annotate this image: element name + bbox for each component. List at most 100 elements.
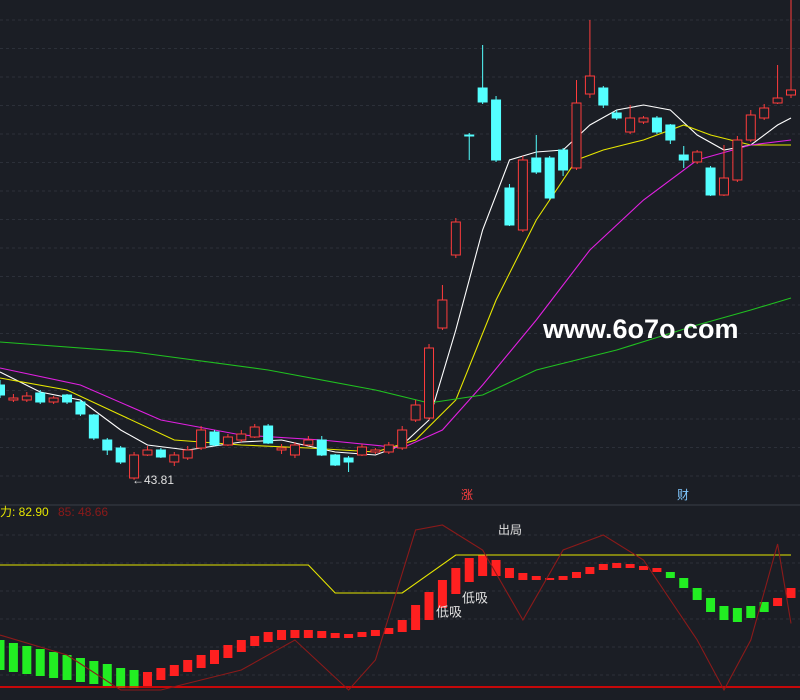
ribbon-bar — [504, 568, 514, 578]
candle-body — [772, 97, 783, 104]
event-marker: 涨 — [461, 487, 473, 502]
ribbon-bar — [8, 643, 18, 672]
ribbon-bar — [625, 564, 635, 568]
ribbon-bar — [183, 660, 193, 672]
candle-body — [343, 457, 354, 463]
indicator-panel — [0, 524, 800, 692]
ribbon-bar — [585, 567, 595, 574]
candle-body — [558, 149, 569, 171]
ribbon-bar — [223, 645, 233, 658]
candle-body — [249, 426, 260, 438]
candle-body — [571, 102, 582, 169]
event-marker: 财 — [677, 488, 689, 502]
candle-body — [303, 439, 314, 446]
ribbon-bar — [679, 578, 689, 588]
ribbon-bar — [277, 630, 287, 640]
candle-body — [732, 139, 743, 181]
ribbon-bar — [142, 672, 152, 686]
ribbon-bar — [22, 646, 32, 674]
ribbon-bar — [571, 572, 581, 578]
ribbon-bar — [706, 598, 716, 612]
candle-body — [48, 397, 59, 403]
ribbon-bar — [491, 560, 501, 576]
price-panel — [0, 0, 796, 480]
ribbon-bar — [196, 655, 206, 668]
ribbon-bar — [169, 665, 179, 676]
candle-body — [383, 444, 394, 453]
candle-body — [169, 454, 180, 463]
ribbon-bar — [612, 563, 622, 568]
candle-body — [517, 159, 528, 231]
signal-label: 低吸 — [436, 604, 462, 619]
ribbon-bar — [49, 652, 59, 678]
indicator-value: 85: 48.66 — [58, 505, 108, 519]
candle-body — [651, 117, 662, 133]
candle-body — [370, 449, 381, 453]
ribbon-bar — [102, 664, 112, 686]
ribbon-bar — [759, 602, 769, 612]
candle-body — [531, 157, 542, 173]
candle-body — [155, 449, 166, 458]
candle-body — [62, 394, 73, 403]
ribbon-bar — [464, 558, 474, 582]
candle-body — [504, 187, 515, 226]
candle-body — [263, 425, 274, 444]
candle-body — [115, 447, 126, 463]
ribbon-bar — [598, 564, 608, 570]
ribbon-bar — [531, 576, 541, 580]
ribbon-bar — [35, 649, 45, 676]
ribbon-bar — [62, 655, 72, 680]
candle-body — [0, 384, 5, 396]
candle-body — [611, 112, 622, 119]
candle-body — [544, 157, 555, 199]
indicator-line — [0, 139, 792, 449]
ribbon-bar — [478, 555, 488, 576]
candle-body — [196, 429, 207, 449]
candle-body — [745, 114, 756, 141]
candle-body — [21, 395, 32, 401]
ribbon-bar — [692, 588, 702, 600]
ribbon-bar — [437, 580, 447, 608]
ribbon-bar — [290, 630, 300, 638]
ribbon-bar — [719, 606, 729, 620]
candle-body — [209, 431, 220, 446]
ribbon-bar — [786, 588, 796, 598]
candle-body — [477, 87, 488, 103]
candle-body — [424, 347, 435, 419]
ribbon-bar — [357, 632, 367, 637]
candle-body — [437, 299, 448, 329]
ribbon-bar — [411, 605, 421, 630]
ribbon-bar — [210, 650, 220, 664]
candle-body — [759, 107, 770, 119]
candle-body — [450, 221, 461, 256]
candle-body — [665, 124, 676, 141]
ribbon-bar — [0, 640, 5, 670]
ribbon-bar — [665, 572, 675, 578]
candle-body — [638, 117, 649, 123]
candle-body — [464, 134, 475, 137]
ribbon-bar — [344, 634, 354, 638]
indicator-line — [0, 524, 792, 692]
candle-body — [8, 397, 19, 401]
ribbon-bar — [384, 628, 394, 634]
ribbon-bar — [746, 606, 756, 618]
candle-body — [75, 401, 86, 415]
ribbon-bar — [732, 608, 742, 622]
ribbon-bar — [545, 578, 555, 580]
ribbon-bar — [303, 630, 313, 638]
candle-body — [625, 117, 636, 133]
ribbon-bar — [424, 592, 434, 620]
candle-body — [289, 444, 300, 456]
indicator-line — [0, 104, 792, 456]
ribbon-bar — [250, 636, 260, 646]
candle-body — [397, 429, 408, 449]
ribbon-bar — [263, 632, 273, 642]
indicator-line — [0, 124, 791, 453]
ribbon-bar — [370, 630, 380, 636]
candle-body — [678, 154, 689, 161]
indicator-value: 力: 82.90 — [0, 505, 49, 519]
low-label: ←43.81 — [132, 473, 174, 487]
candle-body — [786, 89, 796, 96]
candle-body — [356, 446, 367, 456]
